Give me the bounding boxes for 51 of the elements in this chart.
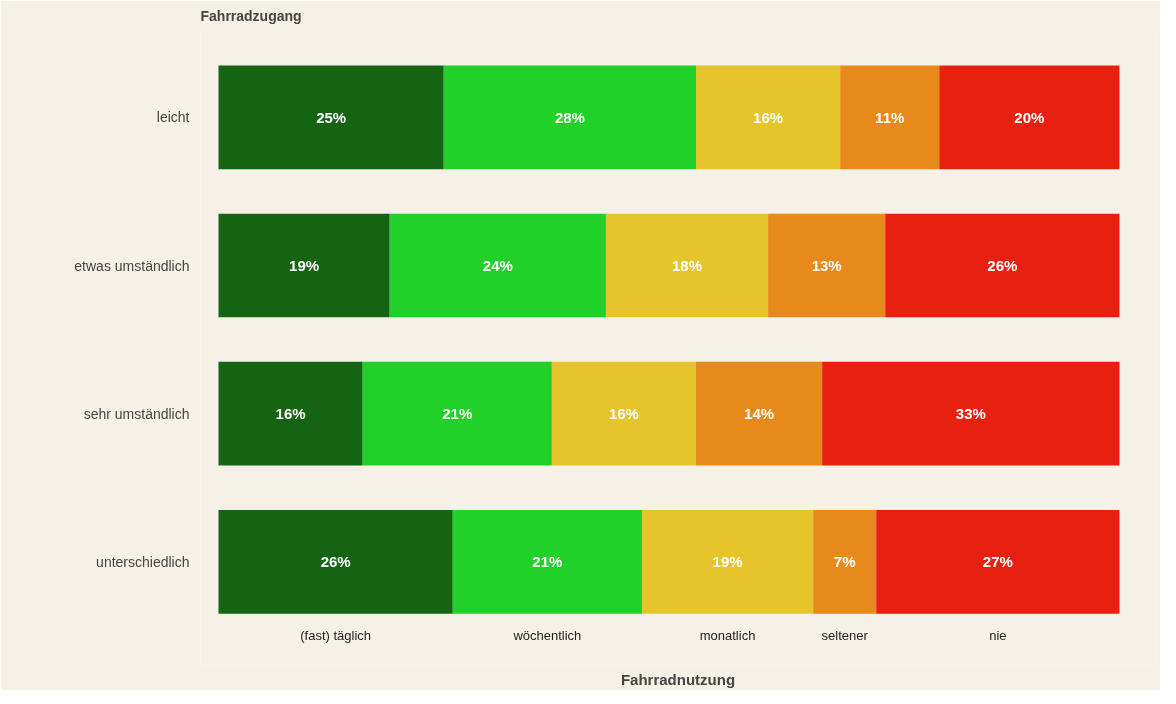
data-label: 18% bbox=[672, 257, 703, 275]
data-label: 26% bbox=[987, 257, 1018, 275]
data-label: 16% bbox=[275, 405, 306, 423]
bar bbox=[696, 65, 841, 170]
y-tick-label: sehr umständlich bbox=[83, 405, 190, 422]
bar bbox=[452, 509, 642, 614]
bar bbox=[840, 65, 940, 170]
series-label: seltener bbox=[821, 628, 869, 644]
x-axis-title: Fahrradnutzung bbox=[620, 670, 736, 688]
series-label: (fast) täglich bbox=[300, 628, 372, 644]
bar bbox=[768, 213, 886, 318]
data-label: 28% bbox=[554, 108, 585, 126]
bar bbox=[813, 509, 877, 614]
bar bbox=[362, 361, 552, 466]
bar bbox=[218, 65, 444, 170]
bar bbox=[641, 509, 814, 614]
series-label: monatlich bbox=[699, 628, 756, 644]
bar bbox=[696, 361, 823, 466]
data-label: 25% bbox=[316, 108, 347, 126]
data-label: 20% bbox=[1014, 108, 1045, 126]
data-label: 7% bbox=[833, 553, 856, 571]
y-tick-label: etwas umständlich bbox=[74, 257, 190, 274]
bar bbox=[876, 509, 1120, 614]
data-label: 11% bbox=[875, 108, 905, 126]
bar bbox=[218, 213, 390, 318]
data-label: 33% bbox=[955, 405, 986, 423]
y-tick-label: unterschiedlich bbox=[96, 553, 190, 570]
data-label: 26% bbox=[320, 553, 351, 571]
series-label: wöchentlich bbox=[512, 628, 582, 644]
bar bbox=[218, 509, 453, 614]
y-axis-title: Fahrradzugang bbox=[200, 7, 302, 24]
data-label: 19% bbox=[289, 257, 320, 275]
data-label: 24% bbox=[482, 257, 513, 275]
data-label: 19% bbox=[712, 553, 743, 571]
bar bbox=[389, 213, 606, 318]
data-label: 21% bbox=[532, 553, 563, 571]
bar bbox=[939, 65, 1120, 170]
bar bbox=[605, 213, 769, 318]
data-label: 27% bbox=[982, 553, 1013, 571]
data-label: 14% bbox=[744, 405, 775, 423]
data-label: 16% bbox=[608, 405, 639, 423]
data-label: 16% bbox=[753, 108, 784, 126]
bar bbox=[443, 65, 697, 170]
data-label: 13% bbox=[811, 257, 842, 275]
bar bbox=[551, 361, 697, 466]
series-label: nie bbox=[989, 628, 1007, 644]
data-label: 21% bbox=[442, 405, 473, 423]
bar bbox=[218, 361, 363, 466]
bar bbox=[822, 361, 1120, 466]
bar bbox=[885, 213, 1120, 318]
y-tick-label: leicht bbox=[156, 109, 190, 126]
